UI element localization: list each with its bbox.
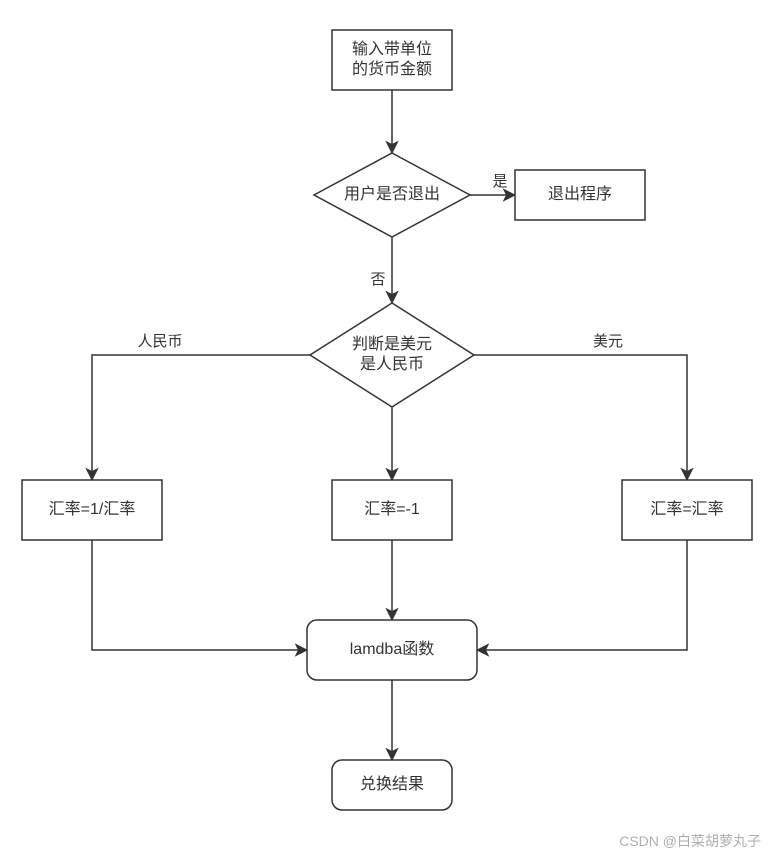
node-input-label: 的货币金额 xyxy=(352,60,432,78)
node-currQ-label: 判断是美元 xyxy=(352,335,432,353)
node-rateUsd-label: 汇率=汇率 xyxy=(650,500,723,518)
node-lambda-label: lamdba函数 xyxy=(350,640,434,658)
edge-e9 xyxy=(477,540,687,650)
node-currQ: 判断是美元是人民币 xyxy=(310,303,474,407)
node-exit-label: 退出程序 xyxy=(548,185,612,203)
node-rateRmb: 汇率=1/汇率 xyxy=(22,480,162,540)
edge-label-e2: 是 xyxy=(492,173,507,190)
node-exitQ-label: 用户是否退出 xyxy=(344,185,440,203)
edge-label-e6: 美元 xyxy=(593,333,623,350)
node-lambda: lamdba函数 xyxy=(307,620,477,680)
node-rateNeg-label: 汇率=-1 xyxy=(364,500,420,518)
node-rateUsd: 汇率=汇率 xyxy=(622,480,752,540)
edge-label-e4: 人民币 xyxy=(137,333,182,350)
edge-e6 xyxy=(474,355,687,480)
node-input-label: 输入带单位 xyxy=(352,40,432,58)
node-result: 兑换结果 xyxy=(332,760,452,810)
edge-label-e3: 否 xyxy=(370,271,385,288)
edge-e7 xyxy=(92,540,307,650)
node-input: 输入带单位的货币金额 xyxy=(332,30,452,90)
node-exitQ: 用户是否退出 xyxy=(314,153,470,237)
node-result-label: 兑换结果 xyxy=(360,775,424,793)
node-rateRmb-label: 汇率=1/汇率 xyxy=(49,500,136,518)
edge-e4 xyxy=(92,355,310,480)
watermark: CSDN @白菜胡萝丸子 xyxy=(619,833,761,849)
node-exit: 退出程序 xyxy=(515,170,645,220)
node-currQ-label: 是人民币 xyxy=(360,355,424,373)
node-rateNeg: 汇率=-1 xyxy=(332,480,452,540)
